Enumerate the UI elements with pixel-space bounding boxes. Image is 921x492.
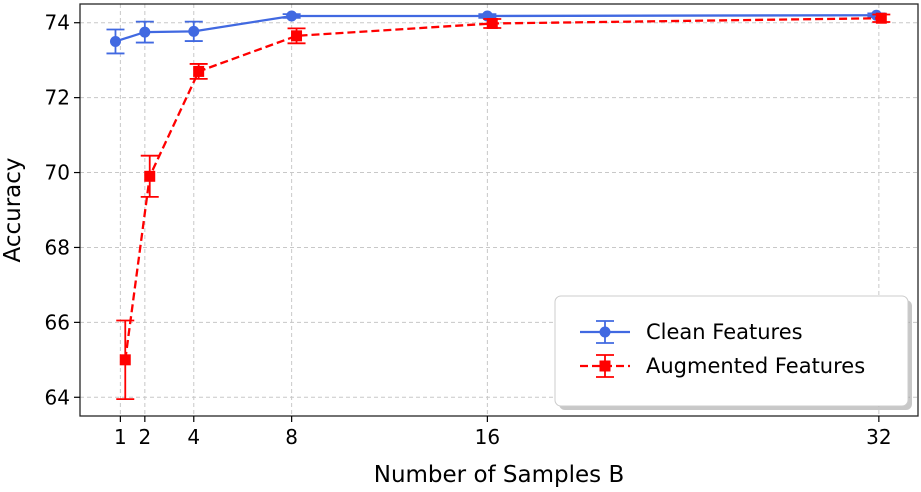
- legend-symbol-clean: [580, 320, 630, 344]
- x-tick-label: 2: [138, 425, 151, 449]
- x-tick-label: 1: [114, 425, 127, 449]
- x-tick-label: 8: [285, 425, 298, 449]
- x-tick-label: 4: [187, 425, 200, 449]
- x-axis-label: Number of Samples B: [374, 462, 625, 488]
- data-point: [144, 170, 156, 182]
- data-point: [291, 30, 303, 42]
- data-point: [188, 25, 200, 37]
- legend-marker: [599, 360, 611, 372]
- legend-label-clean: Clean Features: [646, 320, 803, 344]
- data-point: [119, 354, 131, 366]
- series-line: [124, 17, 882, 360]
- y-tick-label: 64: [45, 385, 70, 409]
- series-layer: [106, 9, 891, 401]
- y-tick-label: 70: [45, 161, 70, 185]
- legend: Clean Features Augmented Features: [554, 295, 912, 410]
- x-tick-label: 32: [866, 425, 891, 449]
- legend-symbol-augmented: [580, 354, 630, 378]
- legend-entries: [580, 320, 630, 378]
- data-point: [286, 10, 298, 22]
- series-clean: [106, 9, 886, 55]
- legend-marker: [599, 326, 611, 338]
- legend-label-augmented: Augmented Features: [646, 354, 865, 378]
- data-point: [875, 12, 887, 24]
- data-point: [486, 17, 498, 29]
- data-point: [193, 65, 205, 77]
- y-tick-label: 66: [45, 310, 70, 334]
- x-tick-label: 16: [475, 425, 500, 449]
- plot-area-frame: [79, 3, 919, 417]
- y-axis-label: Accuracy: [0, 157, 26, 262]
- y-tick-label: 74: [45, 11, 70, 35]
- y-tick-label: 72: [45, 86, 70, 110]
- axis-ticks: 1 2 4 8 16 32 64 66 68 70 72 74: [45, 11, 892, 449]
- legend-box: [554, 295, 909, 407]
- y-tick-label: 68: [45, 235, 70, 259]
- data-point: [139, 26, 151, 38]
- data-point: [109, 35, 121, 47]
- series-augmented: [116, 12, 891, 401]
